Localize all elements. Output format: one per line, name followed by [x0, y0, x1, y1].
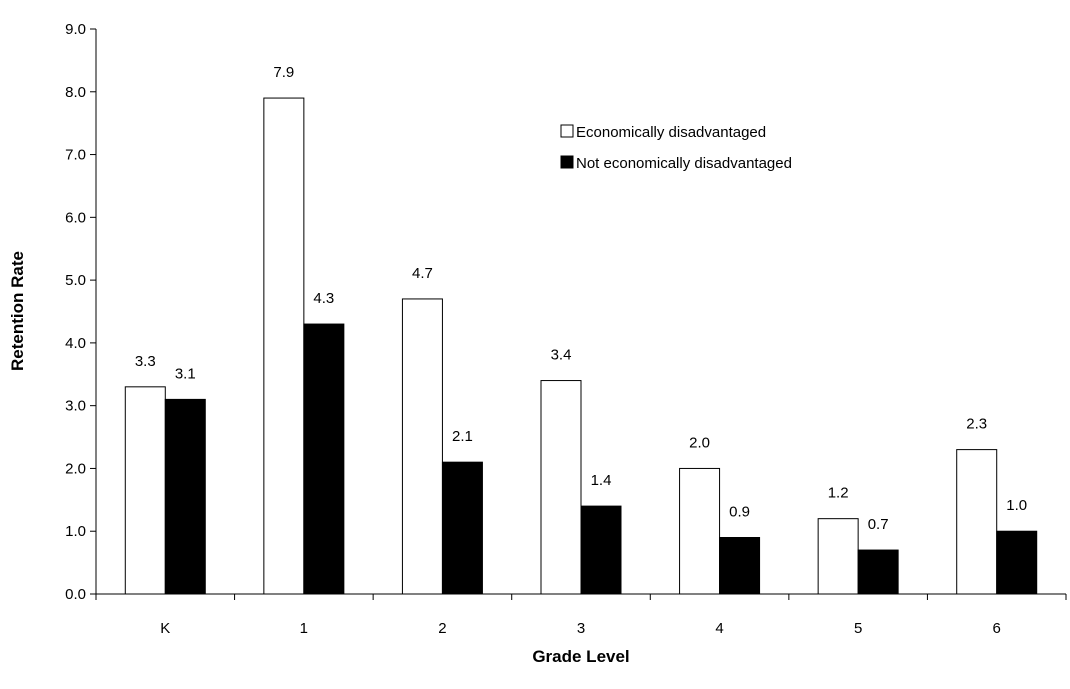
x-tick-label: 4 — [715, 620, 723, 637]
x-axis-title: Grade Level — [532, 647, 629, 666]
bar-economically-disadvantaged — [124, 386, 166, 595]
data-label-not-economically-disadvantaged: 3.1 — [175, 365, 196, 382]
bar-not-economically-disadvantaged — [164, 398, 206, 595]
data-label-economically-disadvantaged: 3.3 — [135, 353, 156, 370]
y-tick-label: 7.0 — [65, 147, 86, 164]
bar-economically-disadvantaged — [401, 298, 443, 595]
legend-swatch-economically-disadvantaged — [560, 124, 574, 138]
data-label-not-economically-disadvantaged: 0.9 — [729, 504, 750, 521]
data-label-economically-disadvantaged: 7.9 — [273, 64, 294, 81]
bar-not-economically-disadvantaged — [857, 549, 899, 595]
x-ticks-layer: K 1 2 3 4 5 6 — [95, 594, 1067, 637]
y-tick-label: 1.0 — [65, 523, 86, 540]
legend-label-economically-disadvantaged: Economically disadvantaged — [576, 124, 766, 141]
bar-not-economically-disadvantaged — [441, 461, 483, 595]
x-tick-label: 3 — [577, 620, 585, 637]
bar-not-economically-disadvantaged — [580, 505, 622, 595]
bar-not-economically-disadvantaged — [303, 323, 345, 595]
x-tick-label: 2 — [438, 620, 446, 637]
y-tick-label: 5.0 — [65, 272, 86, 289]
y-tick-label: 4.0 — [65, 335, 86, 352]
x-tick-label: 6 — [993, 620, 1001, 637]
bar-economically-disadvantaged — [540, 380, 582, 595]
data-label-economically-disadvantaged: 3.4 — [551, 347, 572, 364]
data-label-not-economically-disadvantaged: 2.1 — [452, 428, 473, 445]
data-label-economically-disadvantaged: 1.2 — [828, 485, 849, 502]
data-label-economically-disadvantaged: 4.7 — [412, 265, 433, 282]
y-tick-label: 8.0 — [65, 84, 86, 101]
bar-economically-disadvantaged — [263, 97, 305, 595]
y-tick-label: 3.0 — [65, 398, 86, 415]
bar-economically-disadvantaged — [679, 467, 721, 595]
data-label-economically-disadvantaged: 2.3 — [966, 416, 987, 433]
bar-economically-disadvantaged — [817, 518, 859, 595]
data-label-not-economically-disadvantaged: 1.0 — [1006, 497, 1027, 514]
y-ticks-layer: 0.0 1.0 2.0 3.0 4.0 5.0 6.0 7.0 8.0 9.0 — [65, 21, 96, 603]
legend-swatch-not-economically-disadvantaged — [560, 155, 574, 169]
data-labels-layer: 3.3 3.1 7.9 4.3 4.7 2.1 3.4 1.4 2.0 0.9 1.2 0.7 2.3 1… — [135, 64, 1027, 533]
y-tick-label: 0.0 — [65, 586, 86, 603]
bar-not-economically-disadvantaged — [996, 530, 1038, 595]
data-label-not-economically-disadvantaged: 1.4 — [591, 472, 612, 489]
data-label-economically-disadvantaged: 2.0 — [689, 434, 710, 451]
y-axis-title: Retention Rate — [8, 251, 27, 371]
y-tick-label: 9.0 — [65, 21, 86, 38]
bars-layer — [124, 97, 1038, 595]
x-tick-label: K — [160, 620, 170, 637]
x-tick-label: 5 — [854, 620, 862, 637]
legend: Economically disadvantaged Not economica… — [560, 124, 792, 172]
y-tick-label: 2.0 — [65, 460, 86, 477]
data-label-not-economically-disadvantaged: 0.7 — [868, 516, 889, 533]
bar-not-economically-disadvantaged — [719, 537, 761, 595]
legend-label-not-economically-disadvantaged: Not economically disadvantaged — [576, 155, 792, 172]
bar-economically-disadvantaged — [956, 449, 998, 595]
y-tick-label: 6.0 — [65, 209, 86, 226]
x-tick-label: 1 — [300, 620, 308, 637]
data-label-not-economically-disadvantaged: 4.3 — [313, 290, 334, 307]
